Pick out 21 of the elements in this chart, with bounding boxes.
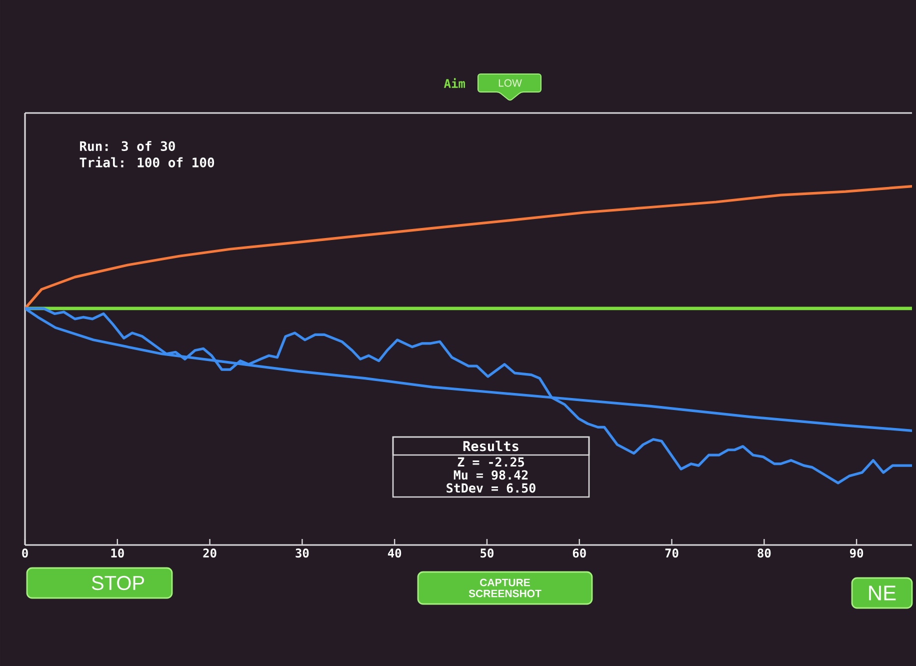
x-tick-label: 50 <box>480 548 494 558</box>
x-tick-label: 90 <box>850 548 864 558</box>
x-tick-label: 40 <box>388 548 402 558</box>
x-tick-label: 30 <box>296 548 309 558</box>
chart-subtitle: LOW <box>498 79 522 87</box>
text: STOP <box>92 576 144 590</box>
text: Trial: 100 of 100 <box>80 156 214 168</box>
text: StDev = 6.50 <box>446 483 536 493</box>
x-tick-label: 10 <box>111 548 124 558</box>
text: Run: 3 of 30 <box>80 140 175 152</box>
text: NE <box>869 586 896 600</box>
x-tick-label: 60 <box>572 548 586 558</box>
chart-title: Aim <box>444 78 466 88</box>
x-tick-label: 80 <box>758 548 771 558</box>
annotation: Results <box>463 440 518 452</box>
x-tick-label: 0 <box>22 548 28 558</box>
annotation: Z = -2.25 <box>458 457 524 467</box>
x-tick-label: 20 <box>203 548 216 558</box>
annotation: Mu = 98.42 <box>454 470 528 480</box>
x-tick-label: 70 <box>665 548 678 558</box>
text: CAPTURE SCREENSHOT <box>468 578 542 598</box>
